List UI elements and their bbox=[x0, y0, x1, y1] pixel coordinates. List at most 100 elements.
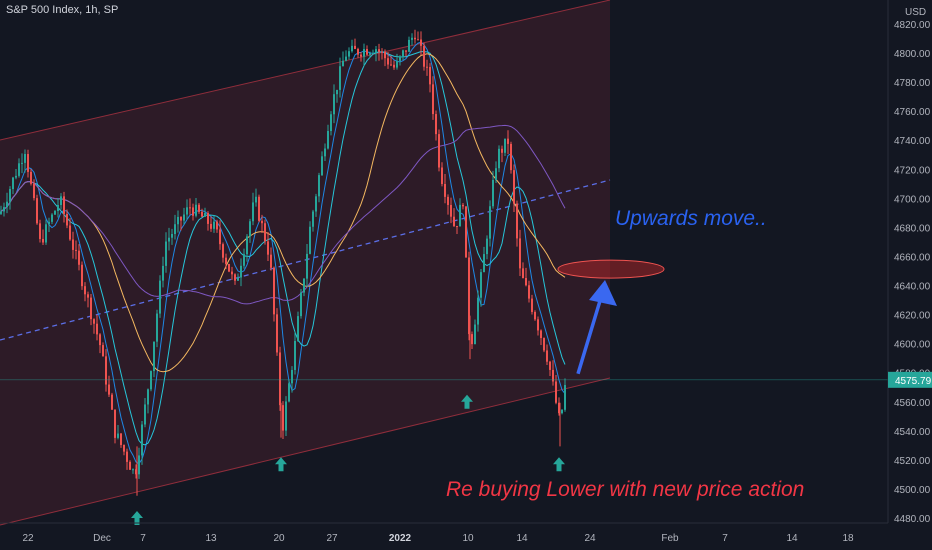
buy-arrow-1 bbox=[131, 511, 143, 525]
candle-body bbox=[510, 143, 512, 171]
candle-body bbox=[471, 334, 473, 345]
candle-body bbox=[444, 183, 446, 197]
candle-body bbox=[0, 211, 2, 214]
candle-body bbox=[450, 204, 452, 217]
candle-body bbox=[204, 213, 206, 217]
candle-body bbox=[219, 229, 221, 245]
candle-body bbox=[174, 224, 176, 234]
candle-body bbox=[228, 263, 230, 272]
candle-body bbox=[45, 224, 47, 243]
candle-body bbox=[99, 334, 101, 346]
candle-body bbox=[279, 352, 281, 406]
candle-body bbox=[150, 371, 152, 390]
price-tick-label: 4780.00 bbox=[894, 78, 931, 89]
candle-body bbox=[222, 244, 224, 258]
chart-title: S&P 500 Index, 1h, SP bbox=[6, 4, 119, 16]
price-tick-label: 4680.00 bbox=[894, 223, 931, 234]
candle-body bbox=[549, 361, 551, 370]
price-tick-label: 4820.00 bbox=[894, 20, 931, 31]
candle-body bbox=[9, 189, 11, 202]
candle-body bbox=[393, 64, 395, 68]
candle-body bbox=[414, 37, 416, 40]
candle-body bbox=[453, 216, 455, 227]
candle-body bbox=[360, 54, 362, 57]
candle-body bbox=[276, 314, 278, 353]
candle-body bbox=[546, 350, 548, 362]
candle-body bbox=[555, 381, 557, 403]
candle-body bbox=[357, 48, 359, 55]
re-buying-label: Re buying Lower with new price action bbox=[446, 478, 805, 501]
candle-body bbox=[306, 253, 308, 279]
candle-body bbox=[120, 433, 122, 445]
candle-body bbox=[168, 237, 170, 242]
channel-top-line bbox=[0, 0, 611, 141]
candle-body bbox=[114, 409, 116, 438]
candle-body bbox=[234, 274, 236, 281]
time-tick-label: 22 bbox=[22, 533, 34, 544]
candle-body bbox=[180, 216, 182, 221]
candle-body bbox=[198, 204, 200, 212]
candle-body bbox=[462, 204, 464, 207]
candle-body bbox=[399, 56, 401, 61]
candle-body bbox=[135, 469, 137, 475]
candle-body bbox=[498, 148, 500, 169]
candle-body bbox=[54, 210, 56, 215]
time-tick-label: 14 bbox=[516, 533, 528, 544]
candle-body bbox=[57, 204, 59, 211]
channel-midline bbox=[0, 179, 611, 341]
candle-body bbox=[384, 51, 386, 59]
candle-body bbox=[186, 207, 188, 215]
candle-body bbox=[66, 213, 68, 226]
currency-label: USD bbox=[905, 7, 926, 18]
candle-body bbox=[183, 214, 185, 221]
time-axis[interactable]: 22 Dec 7 13 20 27 2022 10 14 24 Feb 7 14 18 bbox=[0, 522, 888, 544]
candle-body bbox=[252, 202, 254, 222]
price-tick-label: 4540.00 bbox=[894, 427, 931, 438]
candle-body bbox=[315, 196, 317, 212]
price-axis[interactable]: USD 4480.00 4500.00 4520.00 4540.00 4560.00 45… bbox=[887, 0, 932, 550]
candle-body bbox=[456, 226, 458, 228]
candle-body bbox=[447, 196, 449, 205]
candle-body bbox=[465, 206, 467, 258]
candle-body bbox=[42, 238, 44, 243]
candle-body bbox=[102, 345, 104, 357]
candle-body bbox=[90, 297, 92, 320]
ma-fast-line bbox=[0, 41, 566, 465]
price-tick-label: 4720.00 bbox=[894, 165, 931, 176]
time-tick-label: Feb bbox=[661, 533, 679, 544]
candle-body bbox=[558, 402, 560, 414]
candle-body bbox=[351, 45, 353, 52]
candle-body bbox=[48, 221, 50, 225]
candle-body bbox=[402, 50, 404, 57]
candle-body bbox=[507, 138, 509, 144]
candle-body bbox=[27, 154, 29, 172]
candle-body bbox=[552, 369, 554, 382]
candle-body bbox=[123, 444, 125, 452]
candle-body bbox=[60, 196, 62, 205]
last-price-badge bbox=[888, 371, 932, 388]
ma-long-line bbox=[0, 124, 566, 305]
candle-body bbox=[477, 297, 479, 325]
time-tick-label: 18 bbox=[842, 533, 854, 544]
candle-body bbox=[390, 64, 392, 66]
candle-body bbox=[369, 53, 371, 55]
channel-band bbox=[0, 0, 610, 525]
candle-body bbox=[531, 298, 533, 312]
time-tick-label: 7 bbox=[722, 533, 728, 544]
candle-body bbox=[522, 268, 524, 279]
candle-body bbox=[300, 292, 302, 317]
candle-body bbox=[420, 39, 422, 46]
candle-body bbox=[153, 341, 155, 372]
candle-body bbox=[354, 45, 356, 49]
candle-body bbox=[309, 226, 311, 254]
candle-body bbox=[87, 294, 89, 298]
candle-body bbox=[237, 277, 239, 281]
candle-body bbox=[387, 58, 389, 65]
target-zone-ellipse bbox=[557, 259, 665, 279]
price-tick-label: 4480.00 bbox=[894, 514, 931, 525]
candle-body bbox=[165, 241, 167, 266]
candle-body bbox=[543, 338, 545, 351]
candle-body bbox=[288, 383, 290, 402]
candle-body bbox=[327, 131, 329, 149]
